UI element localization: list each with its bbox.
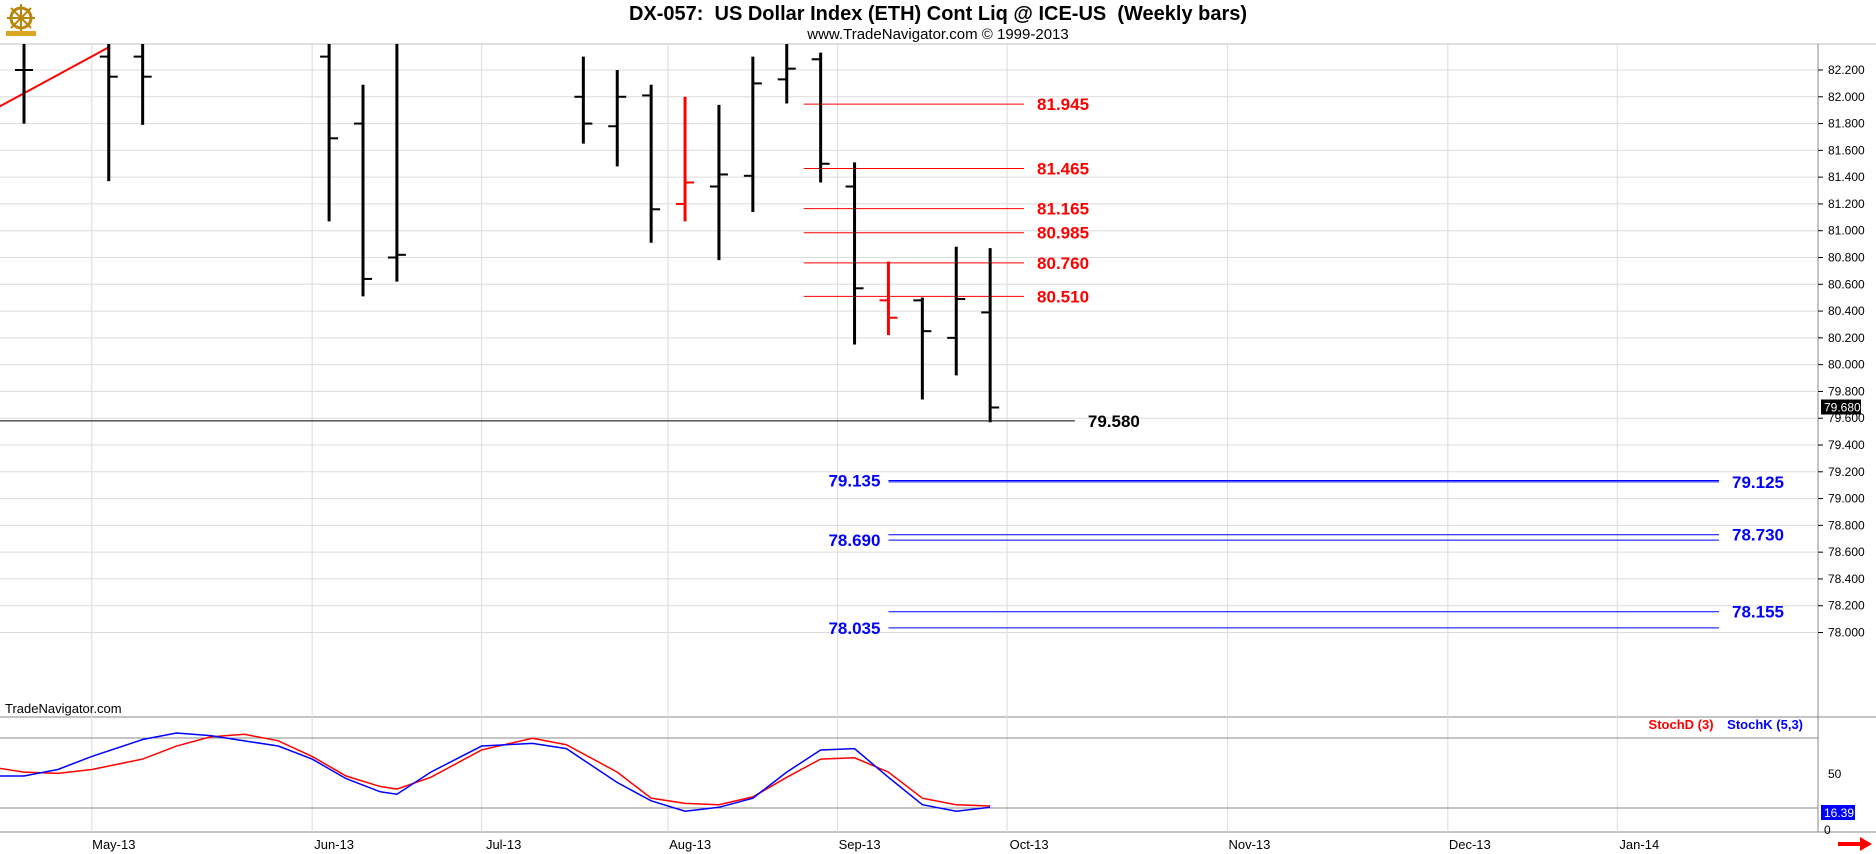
- x-tick-label: Jan-14: [1619, 837, 1659, 852]
- y-tick-label: 81.400: [1828, 170, 1865, 184]
- last-price-label: 79.680: [1824, 401, 1861, 415]
- y-tick-label: 80.600: [1828, 277, 1865, 291]
- osc-tick-50: 50: [1828, 767, 1842, 781]
- stoch-d-line: [0, 733, 991, 807]
- last-price-marker: [1821, 399, 1861, 415]
- y-tick-label: 78.200: [1828, 599, 1865, 613]
- support-label-right: 78.730: [1732, 526, 1784, 545]
- ohlc-bar: [777, 44, 796, 104]
- x-tick-label: Dec-13: [1449, 837, 1491, 852]
- y-tick-label: 81.200: [1828, 197, 1865, 211]
- support-label-right: 78.155: [1732, 603, 1784, 622]
- x-tick-label: May-13: [92, 837, 135, 852]
- y-tick-label: 81.600: [1828, 143, 1865, 157]
- y-tick-label: 79.400: [1828, 438, 1865, 452]
- support-label-left: 78.035: [828, 619, 880, 638]
- stoch-k-line: [0, 732, 991, 812]
- level-label: 79.580: [1088, 412, 1140, 431]
- ohlc-bar: [676, 96, 695, 222]
- osc-last-label: 16.39: [1824, 806, 1854, 820]
- y-tick-label: 82.000: [1828, 90, 1865, 104]
- level-label: 80.760: [1037, 254, 1089, 273]
- x-tick-label: Nov-13: [1228, 837, 1270, 852]
- right-arrow-icon[interactable]: [1838, 837, 1872, 851]
- y-tick-label: 81.800: [1828, 117, 1865, 131]
- level-label: 80.510: [1037, 287, 1089, 306]
- indicator-legend: StochD (3) StochK (5,3): [1639, 717, 1803, 732]
- ohlc-bar: [743, 56, 762, 212]
- ohlc-bar: [642, 84, 661, 243]
- trendline: [0, 46, 110, 108]
- ohlc-bar: [15, 44, 33, 124]
- y-tick-label: 81.000: [1828, 224, 1865, 238]
- y-tick-label: 79.600: [1828, 411, 1865, 425]
- y-tick-label: 78.400: [1828, 572, 1865, 586]
- ohlc-bar: [354, 84, 372, 297]
- y-tick-label: 80.800: [1828, 251, 1865, 265]
- osc-last-marker: [1821, 805, 1855, 820]
- level-label: 80.985: [1037, 224, 1089, 243]
- level-label: 81.465: [1037, 159, 1089, 178]
- y-tick-label: 79.800: [1828, 384, 1865, 398]
- y-tick-label: 79.000: [1828, 492, 1865, 506]
- ohlc-bar: [811, 52, 830, 183]
- support-label-left: 78.690: [828, 531, 880, 550]
- y-tick-label: 79.200: [1828, 465, 1865, 479]
- ohlc-bar: [574, 56, 593, 144]
- ohlc-bar: [845, 162, 864, 345]
- y-tick-label: 78.600: [1828, 545, 1865, 559]
- ship-wheel-logo-icon: [6, 4, 36, 36]
- y-tick-label: 80.200: [1828, 331, 1865, 345]
- y-tick-label: 78.000: [1828, 626, 1865, 640]
- ohlc-bar: [981, 248, 1000, 423]
- y-tick-label: 80.400: [1828, 304, 1865, 318]
- ohlc-bar: [913, 297, 932, 400]
- x-tick-label: Jul-13: [486, 837, 521, 852]
- ohlc-bar: [608, 70, 627, 167]
- ohlc-bars: [15, 44, 1000, 423]
- ohlc-bar: [133, 44, 152, 125]
- y-tick-label: 78.800: [1828, 518, 1865, 532]
- x-tick-label: Oct-13: [1010, 837, 1049, 852]
- x-tick-label: Jun-13: [314, 837, 354, 852]
- support-label-left: 79.135: [828, 471, 880, 490]
- support-label-right: 79.125: [1732, 473, 1784, 492]
- ohlc-bar: [387, 44, 406, 282]
- x-tick-label: Sep-13: [839, 837, 881, 852]
- x-tick-label: Aug-13: [669, 837, 711, 852]
- y-tick-label: 82.200: [1828, 63, 1865, 77]
- legend-stoch-k: StochK (5,3): [1727, 717, 1803, 732]
- level-label: 81.945: [1037, 95, 1089, 114]
- chart-title: DX-057: US Dollar Index (ETH) Cont Liq @…: [628, 3, 1248, 25]
- legend-stoch-d: StochD (3): [1648, 717, 1714, 732]
- y-tick-label: 80.000: [1828, 358, 1865, 372]
- osc-tick-0: 0: [1824, 823, 1831, 837]
- ohlc-bar: [709, 104, 728, 261]
- level-label: 81.165: [1037, 200, 1089, 219]
- ohlc-bar: [947, 246, 966, 376]
- ohlc-bar: [320, 44, 339, 222]
- ohlc-bar: [99, 44, 118, 182]
- watermark: TradeNavigator.com: [5, 701, 122, 716]
- ohlc-bar: [879, 261, 898, 336]
- chart-subtitle: www.TradeNavigator.com © 1999-2013: [807, 26, 1069, 43]
